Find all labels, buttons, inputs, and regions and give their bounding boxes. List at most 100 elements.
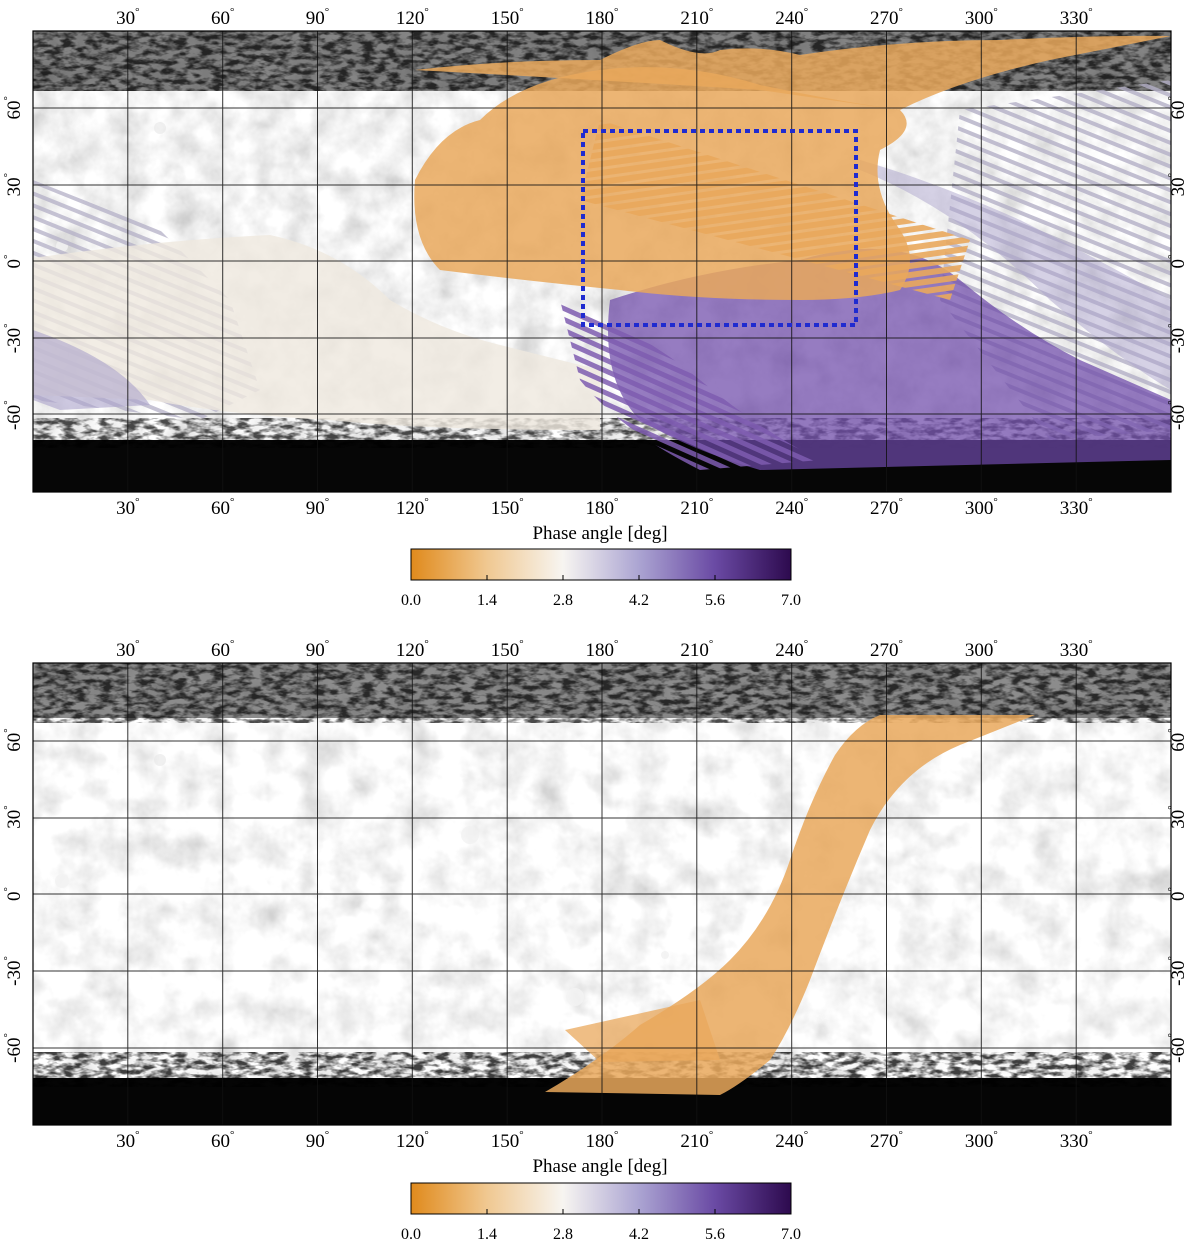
bottom-lat-labels-left: 60° 30° 0° -30° -60° xyxy=(2,728,25,1063)
lon-tick-label: 60° xyxy=(211,638,234,661)
coverage-swath-orange-tail xyxy=(565,1000,720,1062)
bottom-map-frame xyxy=(32,662,1172,1126)
lon-tick-label: 30° xyxy=(116,6,139,29)
lat-tick-label: -30° xyxy=(1166,323,1189,353)
lat-tick-label: 0° xyxy=(1166,887,1189,901)
lon-tick-label: 270° xyxy=(870,1129,903,1152)
lat-tick-label: 60° xyxy=(1166,96,1189,119)
lon-tick-label: 300° xyxy=(965,1129,998,1152)
colorbar-tick-label: 1.4 xyxy=(477,1226,497,1243)
colorbar-tick-label: 0.0 xyxy=(401,1226,421,1243)
lon-tick-label: 210° xyxy=(680,6,713,29)
lon-tick-label: 240° xyxy=(775,496,808,519)
lon-tick-label: 150° xyxy=(491,638,524,661)
lat-tick-label: 0° xyxy=(1166,255,1189,269)
lon-tick-label: 90° xyxy=(306,6,329,29)
lon-tick-label: 210° xyxy=(680,638,713,661)
lon-tick-label: 210° xyxy=(680,1129,713,1152)
lat-tick-label: -60° xyxy=(1166,400,1189,430)
colorbar-tick-label: 0.0 xyxy=(401,592,421,609)
lon-tick-label: 120° xyxy=(396,1129,429,1152)
coverage-swath-orange xyxy=(545,715,1035,1095)
lon-tick-label: 330° xyxy=(1060,6,1093,29)
coverage-region-orange-north xyxy=(415,35,1171,111)
bright-crater xyxy=(154,122,166,134)
lon-tick-label: 30° xyxy=(116,1129,139,1152)
graticule xyxy=(33,663,1171,1125)
top-map-frame xyxy=(32,30,1172,493)
lon-tick-label: 300° xyxy=(965,6,998,29)
colorbar-tick-label: 5.6 xyxy=(705,1226,725,1243)
coverage-region-cream xyxy=(33,235,600,430)
top-lon-labels-top: 30° 60° 90° 120° 150° 180° 210° 240° 270° 300° 330… xyxy=(116,6,1092,29)
lat-tick-label: -30° xyxy=(2,323,25,353)
colorbar-gradient xyxy=(410,1182,792,1215)
lat-tick-label: -30° xyxy=(1166,956,1189,986)
colorbar-tick-label: 2.8 xyxy=(553,1226,573,1243)
lat-tick-label: 60° xyxy=(1166,728,1189,751)
graticule xyxy=(33,31,1171,492)
lon-tick-label: 300° xyxy=(965,638,998,661)
lat-tick-label: -30° xyxy=(2,956,25,986)
lon-tick-label: 180° xyxy=(586,6,619,29)
bright-crater xyxy=(661,951,669,959)
lat-tick-label: 30° xyxy=(1166,805,1189,828)
top-lat-labels-right: 60° 30° 0° -30° -60° xyxy=(1166,96,1189,430)
colorbar-tick-label: 7.0 xyxy=(781,1226,801,1243)
lon-tick-label: 270° xyxy=(870,6,903,29)
lon-tick-label: 150° xyxy=(491,496,524,519)
bottom-colorbar: Phase angle [deg] 0.0 1.4 2.8 4.2 5.6 7.0 xyxy=(401,1156,801,1243)
bright-crater xyxy=(566,988,584,1006)
coverage-swath-purple xyxy=(560,300,820,470)
lat-tick-label: 0° xyxy=(2,887,25,901)
lat-tick-label: 30° xyxy=(2,173,25,196)
lon-tick-label: 150° xyxy=(491,6,524,29)
coverage-region-purple xyxy=(608,248,1171,470)
top-lat-labels-left: 60° 30° 0° -30° -60° xyxy=(2,96,25,430)
colorbar-tick-label: 5.6 xyxy=(705,592,725,609)
lon-tick-label: 180° xyxy=(586,638,619,661)
colorbar-title: Phase angle [deg] xyxy=(532,523,667,544)
lat-tick-label: -60° xyxy=(2,1033,25,1063)
bottom-map-image xyxy=(33,663,1171,1125)
coverage-swath-orange xyxy=(580,120,970,300)
lon-tick-label: 60° xyxy=(211,496,234,519)
colorbar-tick-label: 4.2 xyxy=(629,1226,649,1243)
lon-tick-label: 90° xyxy=(306,496,329,519)
lat-tick-label: 0° xyxy=(2,255,25,269)
bottom-lon-labels-bottom: 30° 60° 90° 120° 150° 180° 210° 240° 270° 300° 330… xyxy=(116,1129,1092,1152)
top-lon-labels-bottom: 30° 60° 90° 120° 150° 180° 210° 240° 270° 300° 330… xyxy=(116,496,1092,519)
bright-crater xyxy=(55,874,69,888)
lon-tick-label: 30° xyxy=(116,638,139,661)
lat-tick-label: 30° xyxy=(1166,173,1189,196)
colorbar-tick-label: 1.4 xyxy=(477,592,497,609)
colorbar-gradient xyxy=(410,548,792,581)
lon-tick-label: 330° xyxy=(1060,1129,1093,1152)
lon-tick-label: 300° xyxy=(965,496,998,519)
coverage-region-lavender xyxy=(860,160,1171,390)
lon-tick-label: 270° xyxy=(870,638,903,661)
bottom-lon-labels-top: 30° 60° 90° 120° 150° 180° 210° 240° 270° 300° 330… xyxy=(116,638,1092,661)
bright-crater xyxy=(461,826,479,844)
lon-tick-label: 240° xyxy=(775,638,808,661)
lon-tick-label: 180° xyxy=(586,1129,619,1152)
bottom-map-panel: 30° 60° 90° 120° 150° 180° 210° 240° 270° 300° 330… xyxy=(2,638,1189,1243)
lon-tick-label: 30° xyxy=(116,496,139,519)
top-map-panel: 30° 60° 90° 120° 150° 180° 210° 240° 270° 300° 330… xyxy=(2,6,1189,609)
lon-tick-label: 210° xyxy=(680,496,713,519)
lat-tick-label: 60° xyxy=(2,96,25,119)
lat-tick-label: 60° xyxy=(2,728,25,751)
region-of-interest-box xyxy=(581,129,858,327)
lon-tick-label: 120° xyxy=(396,638,429,661)
bright-crater xyxy=(154,754,166,766)
colorbar-tick-label: 7.0 xyxy=(781,592,801,609)
top-colorbar: Phase angle [deg] 0.0 1.4 2.8 4.2 5.6 7.0 xyxy=(401,523,801,609)
colorbar-tick-label: 2.8 xyxy=(553,592,573,609)
bottom-lat-labels-right: 60° 30° 0° -30° -60° xyxy=(1166,728,1189,1063)
colorbar-tick-label: 4.2 xyxy=(629,592,649,609)
lon-tick-label: 240° xyxy=(775,6,808,29)
lon-tick-label: 90° xyxy=(306,638,329,661)
lat-tick-label: -60° xyxy=(2,400,25,430)
lat-tick-label: -60° xyxy=(1166,1033,1189,1063)
